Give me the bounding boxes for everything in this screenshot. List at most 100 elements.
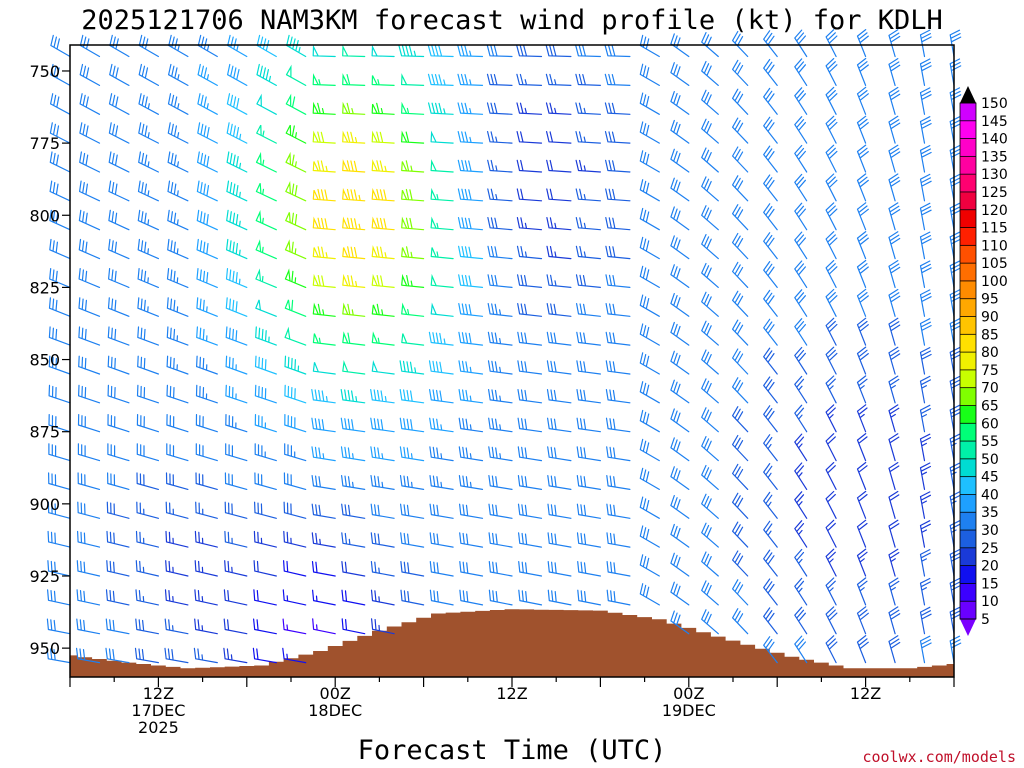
wind-barb-267 bbox=[401, 216, 425, 231]
colorbar-label-20: 20 bbox=[981, 559, 999, 575]
wind-barb-413 bbox=[605, 389, 631, 404]
wind-barb-282 bbox=[427, 73, 454, 86]
wind-barb-603 bbox=[888, 346, 901, 375]
wind-barb-182 bbox=[285, 212, 307, 231]
wind-barb-513 bbox=[763, 289, 778, 317]
wind-barb-176 bbox=[286, 34, 307, 58]
wind-barb-620 bbox=[919, 202, 932, 231]
wind-barb-261 bbox=[398, 45, 425, 58]
wind-barb-467 bbox=[701, 176, 719, 202]
wind-barb-640 bbox=[949, 145, 962, 173]
wind-barb-289 bbox=[430, 273, 454, 288]
wind-barb-401 bbox=[604, 45, 631, 58]
colorbar-label-105: 105 bbox=[981, 256, 1008, 272]
wind-barb-12 bbox=[48, 384, 71, 404]
wind-barb-602 bbox=[888, 317, 901, 346]
wind-barb-419 bbox=[606, 561, 631, 577]
wind-barb-239 bbox=[341, 618, 366, 635]
colorbar-segment-24 bbox=[960, 174, 976, 193]
colorbar-segment-10 bbox=[960, 423, 976, 442]
wind-barb-555 bbox=[825, 231, 838, 260]
x-tick-label-3-1: 19DEC bbox=[662, 701, 716, 720]
wind-barb-156 bbox=[256, 93, 277, 115]
colorbar-segment-9 bbox=[960, 441, 976, 460]
wind-barb-55 bbox=[107, 355, 130, 375]
wind-barb-335 bbox=[488, 446, 513, 462]
wind-barb-597 bbox=[888, 173, 901, 202]
wind-barb-300 bbox=[429, 589, 454, 606]
wind-barb-568 bbox=[825, 606, 838, 635]
wind-barb-648 bbox=[949, 375, 962, 404]
wind-barb-131 bbox=[193, 647, 218, 664]
colorbar-label-70: 70 bbox=[981, 381, 999, 397]
wind-barb-268 bbox=[401, 246, 425, 260]
wind-barb-44 bbox=[109, 34, 130, 58]
wind-barb-478 bbox=[701, 493, 719, 519]
wind-barb-380 bbox=[547, 589, 572, 606]
wind-barb-171 bbox=[253, 530, 277, 548]
wind-barb-423 bbox=[639, 92, 660, 115]
wind-barb-113 bbox=[197, 122, 218, 144]
wind-barb-125 bbox=[195, 472, 218, 490]
wind-barb-141 bbox=[225, 297, 248, 317]
wind-barb-532 bbox=[794, 202, 808, 231]
wind-barb-214 bbox=[311, 503, 336, 519]
wind-barb-69 bbox=[138, 122, 159, 144]
wind-barb-144 bbox=[225, 384, 248, 404]
wind-barb-152 bbox=[223, 618, 248, 635]
colorbar-segment-8 bbox=[960, 458, 976, 478]
wind-barb-169 bbox=[254, 472, 277, 490]
wind-barb-392 bbox=[576, 360, 601, 375]
wind-barb-499 bbox=[732, 492, 749, 519]
wind-barb-4 bbox=[49, 151, 71, 173]
wind-barb-469 bbox=[701, 234, 719, 260]
wind-barb-49 bbox=[108, 180, 130, 202]
wind-barb-576 bbox=[856, 202, 869, 231]
wind-barb-348 bbox=[516, 245, 543, 260]
wind-barb-441 bbox=[670, 33, 690, 58]
wind-barb-257 bbox=[370, 532, 395, 548]
wind-barb-244 bbox=[371, 159, 395, 173]
colorbar-label-80: 80 bbox=[981, 345, 999, 361]
colorbar-segment-11 bbox=[960, 405, 976, 424]
wind-barb-190 bbox=[284, 443, 307, 462]
colorbar-segment-13 bbox=[960, 369, 976, 389]
wind-barb-320 bbox=[459, 589, 484, 606]
wind-barb-634 bbox=[919, 606, 932, 635]
colorbar-segment-27 bbox=[960, 120, 976, 139]
wind-barb-379 bbox=[547, 561, 572, 577]
wind-barb-639 bbox=[949, 116, 962, 144]
wind-barb-359 bbox=[518, 561, 543, 577]
wind-barb-120 bbox=[196, 326, 218, 346]
wind-barb-375 bbox=[547, 446, 572, 462]
wind-barb-327 bbox=[487, 217, 513, 231]
wind-barb-472 bbox=[701, 320, 719, 346]
wind-barb-251 bbox=[371, 359, 395, 375]
wind-barb-111 bbox=[197, 63, 218, 86]
wind-barb-232 bbox=[340, 417, 366, 433]
wind-barb-112 bbox=[197, 93, 218, 115]
wind-barb-158 bbox=[255, 151, 277, 173]
wind-barb-382 bbox=[575, 73, 601, 86]
y-tick-label-950: 950 bbox=[29, 639, 60, 658]
x-tick-label-3-0: 00Z bbox=[673, 684, 704, 703]
wind-barb-178 bbox=[285, 93, 307, 115]
wind-barb-129 bbox=[194, 589, 218, 606]
wind-barb-453 bbox=[670, 379, 690, 404]
wind-barb-266 bbox=[401, 188, 425, 202]
colorbar-segment-3 bbox=[960, 547, 976, 566]
wind-barb-625 bbox=[919, 347, 932, 375]
wind-barb-378 bbox=[547, 532, 572, 548]
wind-barb-172 bbox=[253, 560, 277, 577]
colorbar-label-40: 40 bbox=[981, 487, 999, 503]
wind-barb-26 bbox=[79, 151, 101, 173]
wind-barb-90 bbox=[167, 93, 189, 115]
colorbar-segment-25 bbox=[960, 156, 976, 175]
wind-barb-329 bbox=[487, 274, 513, 288]
wind-barb-385 bbox=[575, 159, 601, 173]
wind-barb-1 bbox=[50, 63, 71, 86]
wind-barb-234 bbox=[341, 475, 366, 490]
wind-barb-578 bbox=[856, 259, 869, 288]
wind-barb-484 bbox=[732, 59, 749, 86]
wind-barb-278 bbox=[400, 532, 425, 548]
